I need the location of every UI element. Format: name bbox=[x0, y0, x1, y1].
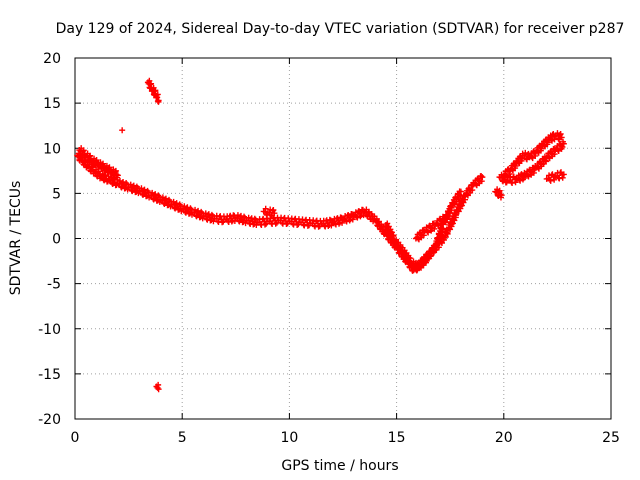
data-point bbox=[120, 178, 127, 185]
data-point bbox=[440, 215, 447, 222]
data-point bbox=[154, 91, 161, 98]
data-point bbox=[451, 217, 458, 224]
y-tick-label: 0 bbox=[52, 232, 61, 248]
series-upper-band-early bbox=[76, 145, 121, 181]
x-tick-label: 20 bbox=[495, 430, 513, 446]
data-point bbox=[237, 212, 244, 219]
data-point bbox=[556, 175, 563, 182]
data-point bbox=[272, 220, 279, 227]
data-point bbox=[336, 220, 343, 227]
data-point bbox=[452, 212, 459, 219]
y-tick-label: -15 bbox=[38, 367, 61, 383]
data-point bbox=[152, 191, 159, 198]
data-point bbox=[339, 219, 346, 226]
data-point bbox=[141, 186, 148, 193]
data-point bbox=[560, 171, 567, 178]
data-point bbox=[184, 204, 191, 211]
data-point bbox=[559, 174, 566, 181]
data-point bbox=[438, 240, 445, 247]
data-point bbox=[343, 218, 350, 225]
data-point bbox=[431, 225, 438, 232]
data-point bbox=[162, 195, 169, 202]
data-point bbox=[261, 221, 268, 228]
data-point bbox=[437, 232, 444, 239]
data-point bbox=[457, 188, 464, 195]
y-tick-label: 15 bbox=[43, 96, 61, 112]
x-axis-tick-labels: 0 5 10 15 20 25 bbox=[71, 430, 620, 446]
data-point bbox=[447, 226, 454, 233]
data-point bbox=[119, 127, 126, 134]
x-tick-label: 10 bbox=[280, 430, 298, 446]
data-point bbox=[262, 205, 269, 212]
data-point bbox=[114, 172, 121, 179]
data-point bbox=[328, 222, 335, 229]
data-point bbox=[512, 179, 519, 186]
x-tick-label: 0 bbox=[71, 430, 80, 446]
data-point bbox=[448, 204, 455, 211]
series-isolated-low bbox=[153, 381, 162, 393]
series-isolated-high bbox=[119, 77, 162, 134]
data-point bbox=[435, 236, 442, 243]
data-point bbox=[354, 214, 361, 221]
series-short-segment-9h bbox=[260, 205, 278, 219]
data-point bbox=[332, 221, 339, 228]
data-point bbox=[130, 182, 137, 189]
data-point bbox=[501, 172, 508, 179]
data-point bbox=[208, 211, 215, 218]
data-point bbox=[438, 226, 445, 233]
x-tick-label: 5 bbox=[178, 430, 187, 446]
grid-lines bbox=[75, 58, 611, 419]
axis-ticks bbox=[74, 57, 612, 420]
data-point bbox=[434, 242, 441, 249]
data-point bbox=[547, 177, 554, 184]
data-point bbox=[560, 140, 567, 147]
data-point bbox=[551, 176, 558, 183]
x-tick-label: 15 bbox=[388, 430, 406, 446]
data-point bbox=[407, 255, 414, 262]
data-points bbox=[74, 77, 567, 393]
series-late-lower-track bbox=[496, 138, 567, 187]
data-point bbox=[498, 192, 505, 199]
data-point bbox=[538, 145, 545, 152]
data-point bbox=[271, 210, 278, 217]
data-point bbox=[253, 221, 260, 228]
y-tick-label: 5 bbox=[52, 186, 61, 202]
data-point bbox=[478, 172, 485, 179]
data-point bbox=[557, 130, 564, 137]
data-point bbox=[558, 134, 565, 141]
data-point bbox=[349, 216, 356, 223]
data-point bbox=[195, 207, 202, 214]
x-axis-label: GPS time / hours bbox=[281, 458, 398, 474]
y-tick-label: -20 bbox=[38, 412, 61, 428]
data-point bbox=[270, 207, 277, 214]
chart-title: Day 129 of 2024, Sidereal Day-to-day VTE… bbox=[56, 21, 625, 37]
data-point bbox=[173, 200, 180, 207]
data-point bbox=[512, 163, 519, 170]
series-main-track bbox=[74, 150, 486, 274]
data-point bbox=[544, 139, 551, 146]
y-tick-label: 10 bbox=[43, 141, 61, 157]
data-point bbox=[559, 143, 566, 150]
series-late-dip-segments bbox=[492, 169, 567, 201]
data-point bbox=[425, 229, 432, 236]
data-point bbox=[155, 97, 162, 104]
series-secondary-cluster bbox=[412, 213, 447, 243]
data-point bbox=[447, 210, 454, 217]
data-point bbox=[509, 180, 516, 187]
data-point bbox=[155, 386, 162, 393]
data-point bbox=[479, 174, 486, 181]
data-point bbox=[439, 218, 446, 225]
y-tick-label: -10 bbox=[38, 322, 61, 338]
data-point bbox=[517, 177, 524, 184]
y-axis-tick-labels: -20 -15 -10 -5 0 5 10 15 20 bbox=[38, 51, 61, 428]
data-point bbox=[530, 169, 537, 176]
x-tick-label: 25 bbox=[602, 430, 620, 446]
data-point bbox=[241, 213, 248, 220]
y-tick-label: 20 bbox=[43, 51, 61, 67]
y-tick-label: -5 bbox=[47, 277, 61, 293]
data-point bbox=[205, 211, 212, 218]
y-axis-label: SDTVAR / TECUs bbox=[8, 181, 24, 296]
